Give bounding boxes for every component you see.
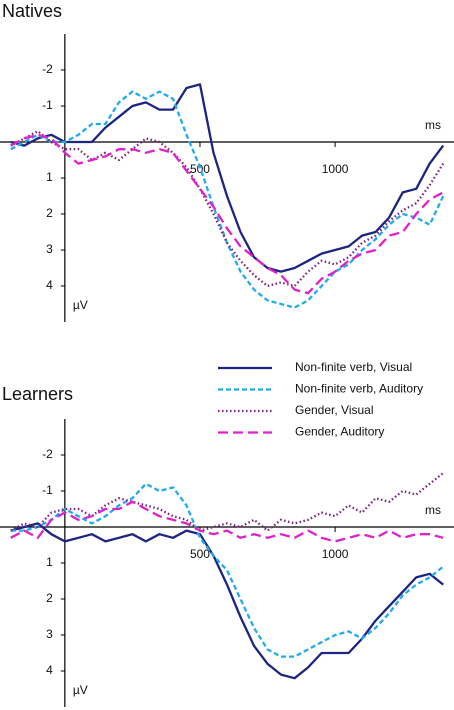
y-tick-label: 4 bbox=[46, 663, 53, 677]
x-axis-label: ms bbox=[425, 503, 441, 517]
y-tick-label: 1 bbox=[46, 555, 53, 569]
y-tick-label: -1 bbox=[42, 483, 53, 497]
legend-label: Gender, Visual bbox=[295, 403, 374, 417]
legend-label: Gender, Auditory bbox=[295, 425, 384, 439]
y-axis-label: µV bbox=[73, 298, 88, 312]
y-tick-label: 4 bbox=[46, 278, 53, 292]
x-tick-label: 1000 bbox=[322, 547, 349, 561]
x-axis-label: ms bbox=[425, 118, 441, 132]
y-tick-label: 3 bbox=[46, 242, 53, 256]
x-tick-label: 500 bbox=[190, 162, 210, 176]
series-line bbox=[10, 500, 444, 543]
legend-label: Non-finite verb, Auditory bbox=[295, 382, 423, 396]
series-line bbox=[10, 130, 445, 288]
x-tick-label: 1000 bbox=[322, 162, 349, 176]
series-line bbox=[10, 133, 444, 295]
series-line bbox=[10, 522, 444, 680]
chart-title: Learners bbox=[2, 384, 73, 404]
y-tick-label: 1 bbox=[46, 170, 53, 184]
y-axis-label: µV bbox=[73, 683, 88, 697]
y-tick-label: -2 bbox=[42, 62, 53, 76]
y-tick-label: -2 bbox=[42, 447, 53, 461]
series-line bbox=[10, 472, 444, 532]
series-line bbox=[10, 482, 444, 658]
series-line bbox=[10, 90, 445, 309]
x-tick-label: 500 bbox=[190, 547, 210, 561]
chart-title: Natives bbox=[2, 1, 62, 21]
y-tick-label: 2 bbox=[46, 591, 53, 605]
series-line bbox=[10, 83, 445, 273]
y-tick-label: 3 bbox=[46, 627, 53, 641]
y-tick-label: 2 bbox=[46, 206, 53, 220]
y-tick-label: -1 bbox=[42, 98, 53, 112]
legend-label: Non-finite verb, Visual bbox=[295, 360, 412, 374]
